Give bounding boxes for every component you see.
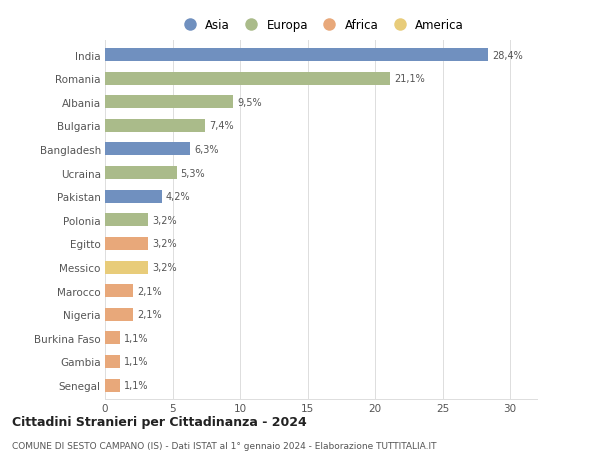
Text: 21,1%: 21,1% — [394, 74, 425, 84]
Text: COMUNE DI SESTO CAMPANO (IS) - Dati ISTAT al 1° gennaio 2024 - Elaborazione TUTT: COMUNE DI SESTO CAMPANO (IS) - Dati ISTA… — [12, 441, 437, 450]
Text: 3,2%: 3,2% — [152, 263, 177, 273]
Text: 7,4%: 7,4% — [209, 121, 233, 131]
Text: 28,4%: 28,4% — [493, 50, 523, 61]
Text: 1,1%: 1,1% — [124, 357, 148, 367]
Bar — [105, 73, 390, 85]
Text: 6,3%: 6,3% — [194, 145, 218, 155]
Bar — [105, 379, 120, 392]
Text: 1,1%: 1,1% — [124, 333, 148, 343]
Legend: Asia, Europa, Africa, America: Asia, Europa, Africa, America — [176, 17, 466, 34]
Bar — [105, 331, 120, 345]
Bar — [105, 285, 133, 297]
Bar — [105, 237, 148, 250]
Bar — [105, 355, 120, 368]
Bar — [105, 190, 162, 203]
Bar — [105, 261, 148, 274]
Text: 1,1%: 1,1% — [124, 380, 148, 390]
Bar — [105, 120, 205, 133]
Bar — [105, 143, 190, 156]
Text: 2,1%: 2,1% — [137, 309, 162, 319]
Bar — [105, 167, 176, 179]
Bar — [105, 214, 148, 227]
Bar — [105, 308, 133, 321]
Bar — [105, 49, 488, 62]
Text: 3,2%: 3,2% — [152, 239, 177, 249]
Text: 4,2%: 4,2% — [166, 192, 190, 202]
Text: 5,3%: 5,3% — [181, 168, 205, 178]
Text: 3,2%: 3,2% — [152, 215, 177, 225]
Text: 2,1%: 2,1% — [137, 286, 162, 296]
Text: 9,5%: 9,5% — [238, 98, 262, 107]
Bar — [105, 96, 233, 109]
Text: Cittadini Stranieri per Cittadinanza - 2024: Cittadini Stranieri per Cittadinanza - 2… — [12, 415, 307, 428]
